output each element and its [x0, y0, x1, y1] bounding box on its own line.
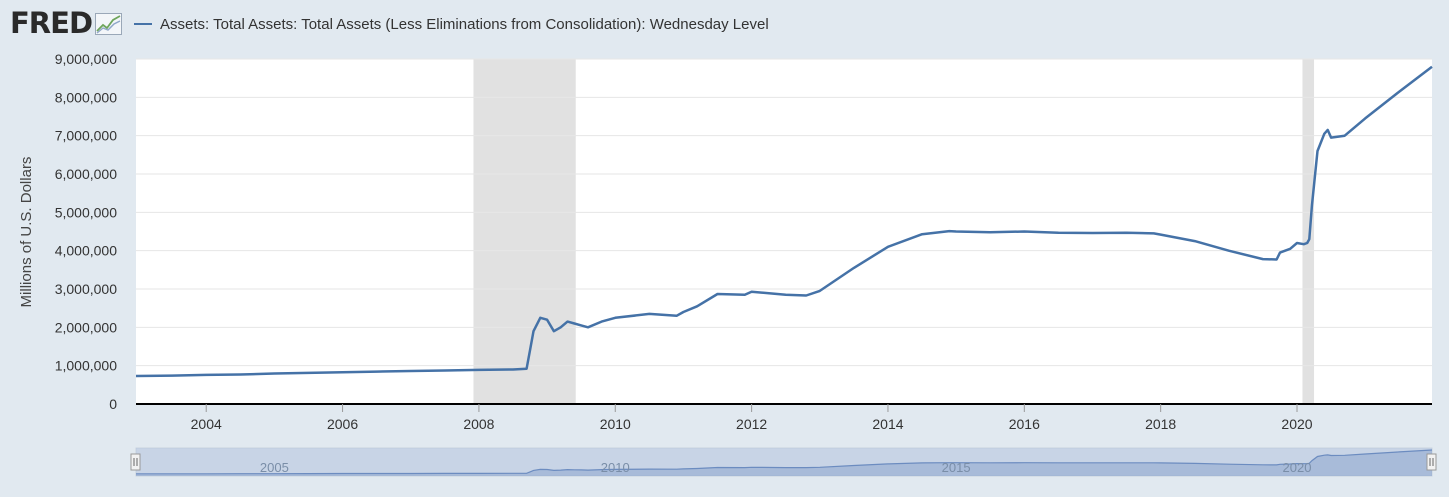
- x-tick-label: 2018: [1145, 416, 1176, 432]
- y-tick-label: 0: [109, 396, 117, 412]
- navigator-handle-left[interactable]: [130, 453, 141, 471]
- series-line: [135, 65, 1433, 378]
- fred-logo-text: FRED: [10, 6, 93, 40]
- y-tick-label: 9,000,000: [55, 51, 117, 67]
- x-tick-label: 2012: [736, 416, 767, 432]
- navigator-handle-right[interactable]: [1426, 453, 1437, 471]
- series-layer: [135, 65, 1433, 378]
- trend-chart-icon: [95, 13, 123, 35]
- x-axis-ticks: 2004 2006 2008 2010 2012 2014 2016 2018 2020: [191, 404, 1313, 432]
- navigator-label: 2015: [942, 460, 971, 475]
- fred-logo[interactable]: FRED: [10, 6, 123, 40]
- y-tick-label: 5,000,000: [55, 204, 117, 220]
- navigator-label: 2005: [260, 460, 289, 475]
- x-tick-label: 2010: [600, 416, 631, 432]
- y-tick-label: 2,000,000: [55, 319, 117, 335]
- series-title: Assets: Total Assets: Total Assets (Less…: [160, 15, 769, 33]
- x-tick-label: 2014: [872, 416, 903, 432]
- navigator-label: 2020: [1283, 460, 1312, 475]
- grid-lines: [136, 58, 1432, 367]
- y-axis-title: Millions of U.S. Dollars: [18, 157, 35, 308]
- y-tick-label: 3,000,000: [55, 281, 117, 297]
- y-tick-label: 6,000,000: [55, 166, 117, 182]
- y-tick-label: 8,000,000: [55, 89, 117, 105]
- navigator-area: [136, 450, 1432, 476]
- x-tick-label: 2016: [1009, 416, 1040, 432]
- recession-band: [1302, 59, 1315, 404]
- recession-band: [473, 59, 576, 404]
- navigator-label: 2010: [601, 460, 630, 475]
- navigator[interactable]: 2005 2010 2015 2020: [130, 447, 1437, 477]
- x-tick-label: 2008: [463, 416, 494, 432]
- recession-bands: [473, 59, 1315, 404]
- navigator-line: [136, 449, 1433, 475]
- plot-background: [136, 59, 1432, 404]
- x-tick-label: 2004: [191, 416, 222, 432]
- navigator-selection[interactable]: [136, 448, 1432, 476]
- y-tick-label: 7,000,000: [55, 128, 117, 144]
- legend-swatch: [134, 23, 153, 25]
- y-tick-label: 1,000,000: [55, 358, 117, 374]
- x-tick-label: 2020: [1281, 416, 1312, 432]
- chart-header: FRED Assets: Total Assets: Total Assets …: [10, 6, 769, 40]
- navigator-series: [136, 449, 1433, 476]
- chart-legend[interactable]: Assets: Total Assets: Total Assets (Less…: [134, 16, 769, 33]
- y-tick-label: 4,000,000: [55, 243, 117, 259]
- y-axis-ticks: 0 1,000,000 2,000,000 3,000,000 4,000,000 5,0…: [55, 51, 118, 412]
- navigator-labels: 2005 2010 2015 2020: [260, 460, 1312, 475]
- x-tick-label: 2006: [327, 416, 358, 432]
